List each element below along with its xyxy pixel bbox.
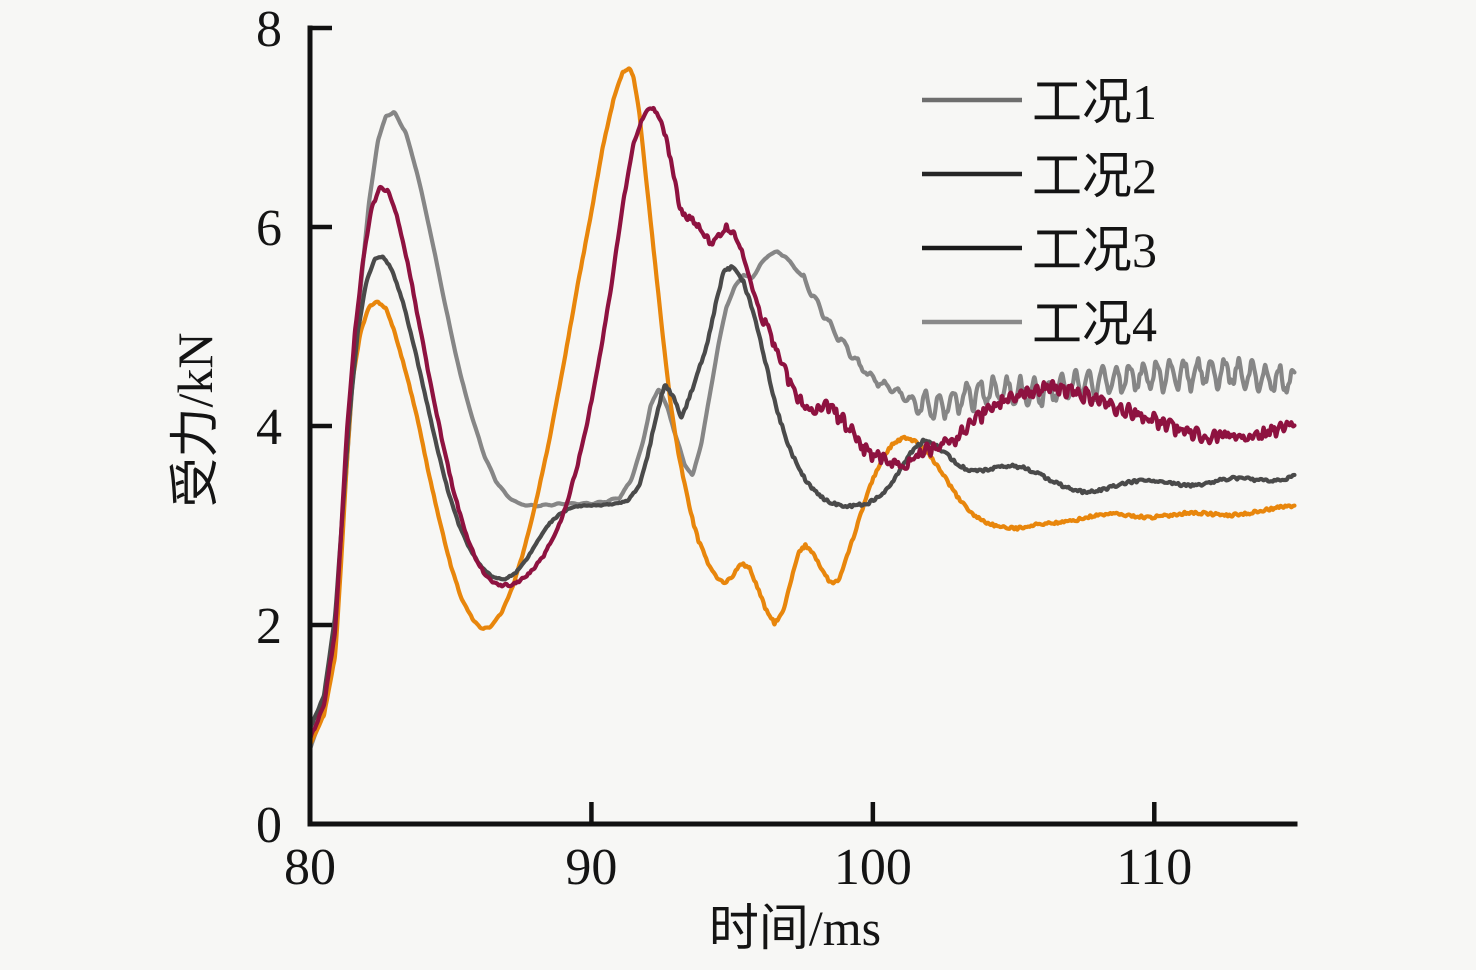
x-tick-marks: [589, 802, 1157, 824]
x-tick-label: 90: [565, 839, 617, 896]
x-tick-labels: 80 90 100 110: [284, 839, 1192, 896]
legend: 工况1 工况2 工况3 工况4: [922, 74, 1157, 352]
x-tick-label: 80: [284, 839, 336, 896]
series-layer: [307, 66, 1297, 752]
axes-group: [307, 25, 1298, 827]
x-tick-label: 110: [1116, 839, 1192, 896]
y-tick-labels: 0 2 4 6 8: [256, 1, 282, 854]
y-axis-title: 受力/kN: [167, 333, 223, 508]
x-tick-label: 100: [834, 839, 912, 896]
legend-label-3: 工况3: [1032, 222, 1157, 278]
y-tick-label: 0: [256, 797, 282, 854]
legend-label-1: 工况1: [1032, 74, 1157, 130]
legend-label-4: 工况4: [1032, 296, 1157, 352]
series-line-4: [307, 110, 1297, 752]
y-tick-label: 4: [256, 399, 282, 456]
x-axis-title: 时间/ms: [709, 900, 881, 956]
y-tick-label: 6: [256, 200, 282, 257]
series-line-2: [307, 105, 1297, 742]
y-tick-marks: [310, 25, 332, 628]
legend-label-2: 工况2: [1032, 148, 1157, 204]
series-line-1: [307, 66, 1297, 747]
y-tick-label: 8: [256, 1, 282, 58]
y-tick-label: 2: [256, 598, 282, 655]
